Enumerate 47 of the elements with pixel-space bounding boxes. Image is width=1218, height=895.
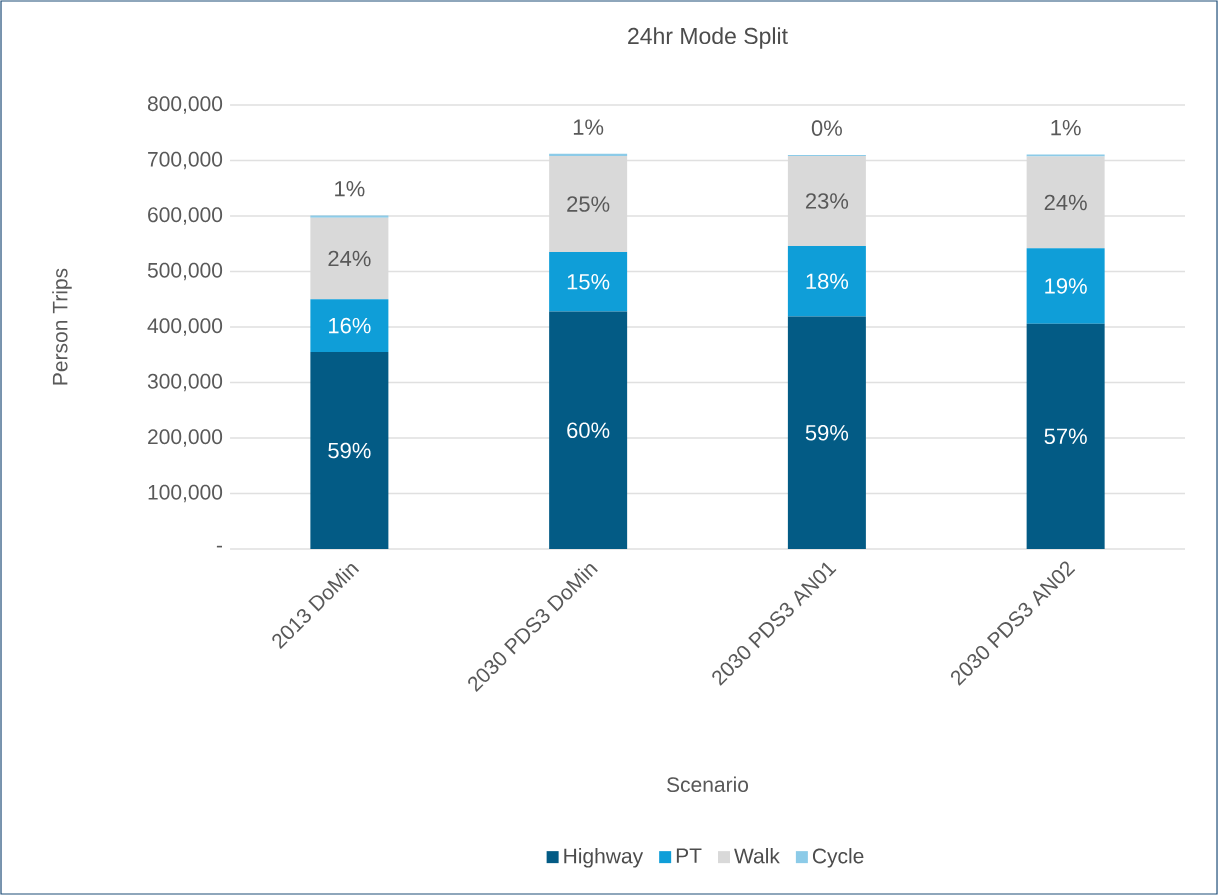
legend-label: PT bbox=[676, 848, 702, 863]
bar bbox=[1026, 323, 1105, 549]
annotation: 23% bbox=[805, 193, 849, 209]
y-axis-title: Person Trips bbox=[52, 268, 72, 385]
annotation: 1% bbox=[335, 181, 365, 197]
annotation: 15% bbox=[567, 274, 610, 290]
legend-label: Walk bbox=[734, 848, 780, 864]
annotation: 57% bbox=[1044, 428, 1087, 445]
y-tick-label: 700,000 bbox=[148, 151, 223, 170]
bar bbox=[310, 351, 389, 549]
annotation: 1% bbox=[573, 119, 604, 135]
bar bbox=[549, 311, 628, 549]
x-axis-title: Scenario bbox=[667, 776, 749, 793]
annotation: 19% bbox=[1045, 278, 1087, 294]
bar bbox=[549, 153, 628, 157]
y-tick-label: 200,000 bbox=[148, 429, 223, 447]
bar bbox=[310, 299, 389, 352]
annotation: 24% bbox=[328, 250, 371, 267]
annotation: 1% bbox=[1051, 119, 1081, 136]
annotation: 18% bbox=[806, 273, 849, 289]
legend-label: Cycle bbox=[812, 848, 864, 868]
y-tick-label: 800,000 bbox=[147, 96, 223, 114]
bar bbox=[787, 156, 866, 246]
annotation: 24% bbox=[1044, 194, 1087, 211]
y-tick-label: - bbox=[216, 545, 222, 548]
annotation: 59% bbox=[805, 424, 849, 441]
annotation: 16% bbox=[329, 317, 371, 334]
annotation: 25% bbox=[567, 196, 610, 212]
chart-title: 24hr Mode Split bbox=[628, 27, 788, 49]
bar bbox=[1026, 156, 1105, 249]
y-tick-label: 500,000 bbox=[147, 262, 223, 281]
bar bbox=[1026, 154, 1105, 157]
annotation: 59% bbox=[328, 442, 371, 459]
y-tick-label: 600,000 bbox=[148, 207, 223, 225]
bar bbox=[310, 217, 389, 300]
y-tick-label: 300,000 bbox=[147, 373, 223, 392]
bar bbox=[787, 316, 866, 549]
bar bbox=[549, 156, 628, 253]
annotation: 0% bbox=[811, 120, 842, 136]
bar bbox=[1026, 248, 1105, 324]
bar bbox=[310, 215, 389, 218]
annotation: 60% bbox=[567, 422, 610, 439]
y-tick-label: 100,000 bbox=[148, 484, 223, 503]
y-tick-label: 400,000 bbox=[147, 318, 223, 336]
legend-label: Highway bbox=[564, 848, 644, 868]
bar bbox=[549, 252, 628, 312]
bar bbox=[787, 245, 866, 317]
